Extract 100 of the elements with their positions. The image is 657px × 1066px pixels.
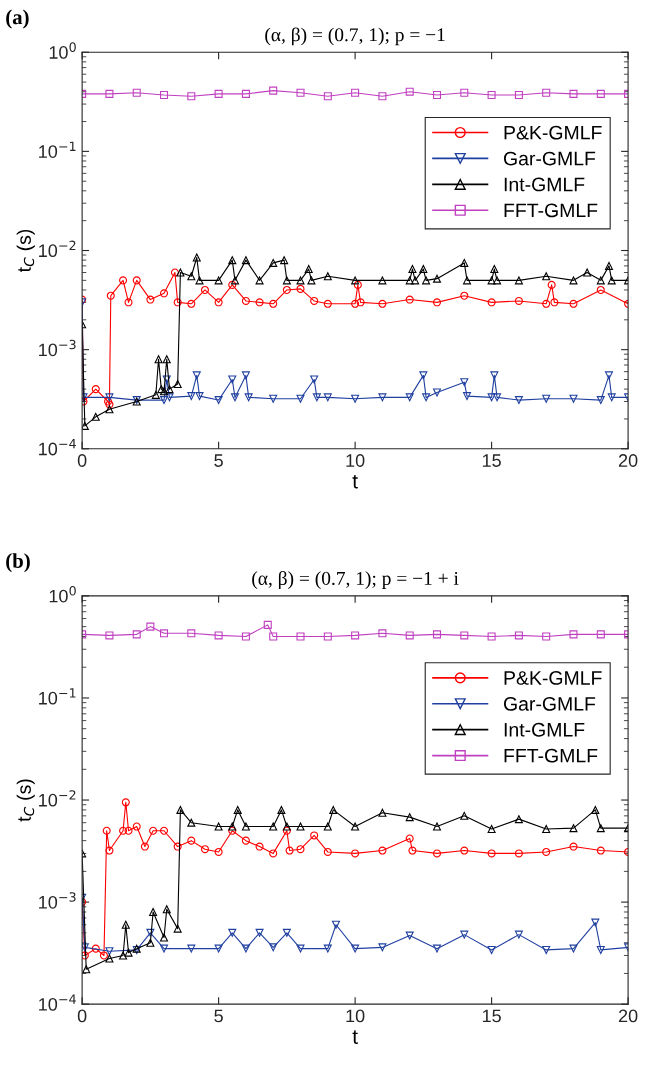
point xyxy=(569,824,578,833)
point xyxy=(146,295,155,304)
point xyxy=(233,805,242,814)
point xyxy=(269,394,278,403)
y-tick-label: 10$^{−4}$ xyxy=(39,439,76,456)
point xyxy=(119,826,128,835)
y-tick-label: 10$^{−4}$ xyxy=(39,994,76,1011)
point xyxy=(282,822,291,831)
point xyxy=(493,393,502,402)
y-tick-label: 10$^{0}$ xyxy=(49,42,76,59)
y-tick-label: 10$^{−2}$ xyxy=(39,790,76,807)
point xyxy=(490,265,499,274)
point xyxy=(323,393,332,402)
point xyxy=(269,86,278,95)
point xyxy=(460,258,469,267)
point xyxy=(214,944,223,953)
point xyxy=(165,385,174,394)
point xyxy=(149,826,158,835)
point xyxy=(269,822,278,831)
point xyxy=(105,631,114,640)
chart-title: (α, β) = (0.7, 1); p = −1 + i xyxy=(252,571,459,589)
point xyxy=(378,299,387,308)
point xyxy=(460,631,469,640)
y-tick-label: 10$^{−1}$ xyxy=(39,688,76,705)
point xyxy=(351,88,360,97)
point xyxy=(228,375,237,384)
point xyxy=(405,276,414,285)
point xyxy=(569,89,578,98)
point xyxy=(228,928,237,937)
point xyxy=(323,272,332,281)
point xyxy=(310,296,319,305)
point xyxy=(200,285,209,294)
point xyxy=(124,948,133,957)
point xyxy=(214,822,223,831)
x-axis-title: t xyxy=(352,1030,358,1044)
legend-label: Int-GMLF xyxy=(504,177,585,192)
point xyxy=(187,818,196,827)
x-tick-label: 0 xyxy=(77,1009,87,1023)
point xyxy=(542,824,551,834)
x-tick-label: 5 xyxy=(214,454,223,467)
point xyxy=(296,394,305,403)
point xyxy=(591,918,600,927)
point xyxy=(132,630,141,639)
point xyxy=(285,846,294,855)
point xyxy=(91,385,100,394)
point xyxy=(514,396,523,405)
point xyxy=(121,920,130,929)
point xyxy=(187,629,196,638)
point xyxy=(432,298,442,307)
point xyxy=(432,388,442,397)
point xyxy=(255,276,264,285)
point xyxy=(569,276,578,285)
point xyxy=(296,632,305,641)
point xyxy=(282,285,291,294)
point xyxy=(296,822,305,831)
point xyxy=(228,256,237,265)
point xyxy=(304,265,313,274)
point xyxy=(105,954,114,963)
point xyxy=(106,291,115,300)
point xyxy=(514,815,523,824)
point xyxy=(105,846,114,855)
point xyxy=(583,268,592,277)
point xyxy=(596,89,605,98)
point xyxy=(460,930,469,939)
x-tick-label: 5 xyxy=(214,1009,223,1023)
point xyxy=(569,299,578,308)
point xyxy=(187,92,196,101)
point xyxy=(422,276,431,285)
y-tick-label: 10$^{−3}$ xyxy=(39,892,76,909)
point xyxy=(157,385,166,394)
point xyxy=(487,824,496,834)
point xyxy=(91,944,100,953)
point xyxy=(132,276,141,285)
legend-label: Gar-GMLF xyxy=(503,696,596,711)
point xyxy=(132,88,141,97)
point xyxy=(378,808,387,817)
point xyxy=(351,822,360,831)
x-tick-label: 20 xyxy=(618,454,638,467)
point xyxy=(542,394,551,403)
point xyxy=(351,276,360,285)
point xyxy=(378,92,387,101)
point xyxy=(159,629,169,638)
point xyxy=(607,393,616,402)
point xyxy=(487,298,496,307)
point xyxy=(214,276,223,285)
x-axis-title: t xyxy=(352,474,358,489)
point xyxy=(192,253,201,262)
point xyxy=(296,276,305,285)
point xyxy=(490,371,499,380)
point xyxy=(514,631,523,640)
x-tick-label: 0 xyxy=(77,454,87,467)
point xyxy=(228,280,237,289)
point xyxy=(487,276,496,285)
point xyxy=(487,91,496,100)
point xyxy=(378,846,387,855)
point xyxy=(460,291,469,300)
point xyxy=(405,87,414,96)
point xyxy=(296,944,305,953)
point xyxy=(296,88,305,97)
point xyxy=(323,822,332,831)
